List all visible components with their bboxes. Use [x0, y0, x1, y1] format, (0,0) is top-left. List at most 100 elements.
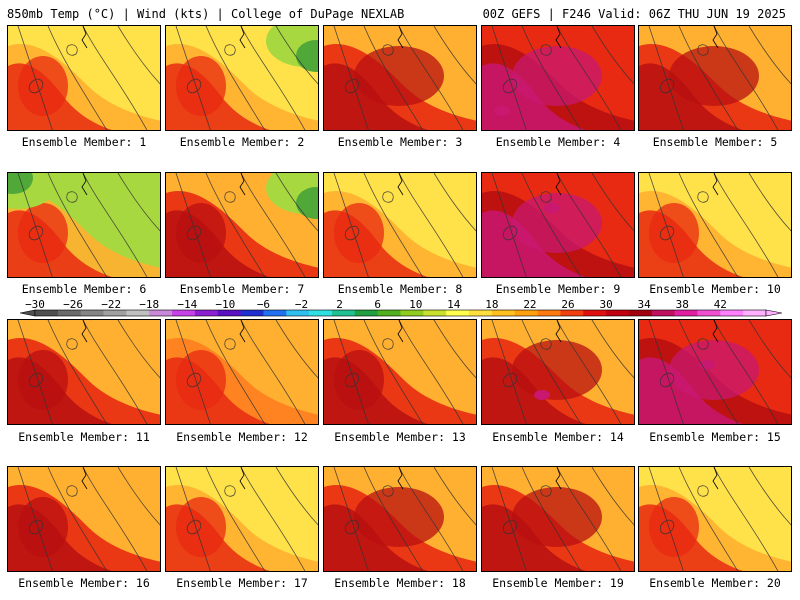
colorbar-segment: [172, 310, 196, 316]
colorbar-segment: [57, 310, 81, 316]
colorbar-segment: [400, 310, 424, 316]
ensemble-member-map: [7, 319, 161, 425]
panel-label: Ensemble Member: 7: [179, 282, 305, 296]
ensemble-member-map: [165, 466, 319, 572]
panel-label: Ensemble Member: 14: [492, 430, 624, 444]
ensemble-member-map: [323, 466, 477, 572]
colorbar-tick-label: 18: [485, 298, 499, 311]
panel-label: Ensemble Member: 4: [495, 135, 621, 149]
colorbar-segment: [263, 310, 287, 316]
temperature-field: [166, 467, 318, 571]
colorbar-tick-label: −14: [177, 298, 198, 311]
colorbar-segment: [194, 310, 219, 316]
product-title: 850mb Temp (°C) | Wind (kts) | College o…: [7, 7, 405, 21]
colorbar-tick-label: 6: [374, 298, 381, 311]
temperature-field: [324, 26, 476, 130]
temperature-field: [8, 467, 160, 571]
temperature-field: [8, 320, 160, 424]
ensemble-member-map: [323, 25, 477, 131]
colorbar-tick-label: 26: [561, 298, 575, 311]
colorbar-segment: [743, 310, 767, 316]
colorbar-tick-label: −10: [215, 298, 236, 311]
panel-label: Ensemble Member: 9: [495, 282, 621, 296]
panel-label: Ensemble Member: 18: [334, 576, 466, 590]
temperature-field: [482, 467, 634, 571]
colorbar-tick-label: 42: [713, 298, 727, 311]
colorbar-segment: [697, 310, 721, 316]
colorbar-tick-label: −22: [101, 298, 122, 311]
colorbar-segment: [560, 310, 584, 316]
valid-time: 00Z GEFS | F246 Valid: 06Z THU JUN 19 20…: [482, 7, 786, 21]
ensemble-member-map: [481, 172, 635, 278]
panel-label: Ensemble Member: 15: [649, 430, 781, 444]
colorbar-segment: [331, 310, 356, 316]
ensemble-member-map: [7, 25, 161, 131]
temperature-field: [324, 320, 476, 424]
colorbar-tick-label: −6: [256, 298, 271, 311]
colorbar-segment: [354, 310, 378, 316]
colorbar-tick-label: −30: [25, 298, 45, 311]
panel-label: Ensemble Member: 11: [18, 430, 150, 444]
panel-label: Ensemble Member: 17: [176, 576, 308, 590]
colorbar-tick-label: 10: [409, 298, 423, 311]
ensemble-member-map: [165, 25, 319, 131]
ensemble-member-map: [481, 466, 635, 572]
panel-label: Ensemble Member: 5: [652, 135, 778, 149]
temperature-field: [482, 26, 634, 130]
temperature-field: [166, 173, 318, 277]
temperature-field: [639, 26, 791, 130]
colorbar-tick-label: −18: [139, 298, 160, 311]
ensemble-member-map: [165, 172, 319, 278]
panel-label: Ensemble Member: 10: [649, 282, 781, 296]
colorbar-segment: [423, 310, 447, 316]
temperature-field: [639, 320, 791, 424]
colorbar-tick-label: 38: [675, 298, 689, 311]
panel-label: Ensemble Member: 6: [21, 282, 147, 296]
ensemble-member-map: [165, 319, 319, 425]
colorbar-tick-label: −2: [294, 298, 309, 311]
ensemble-member-map: [7, 172, 161, 278]
colorbar-arrow-right: [765, 309, 783, 317]
colorbar-segment: [469, 310, 493, 316]
temperature-field: [166, 26, 318, 130]
header: 850mb Temp (°C) | Wind (kts) | College o…: [0, 0, 800, 22]
panel-label: Ensemble Member: 20: [649, 576, 781, 590]
ensemble-member-map: [638, 25, 792, 131]
panel-label: Ensemble Member: 1: [21, 135, 147, 149]
colorbar-tick-label: 14: [447, 298, 461, 311]
colorbar-segment: [674, 310, 698, 316]
colorbar-segment: [651, 310, 675, 316]
temperature-colorbar: [19, 309, 783, 317]
colorbar-tick-label: −26: [63, 298, 83, 311]
panel-label: Ensemble Member: 13: [334, 430, 466, 444]
panel-label: Ensemble Member: 2: [179, 135, 305, 149]
colorbar-segment: [286, 310, 310, 316]
colorbar-segment: [309, 310, 333, 316]
temperature-field: [639, 467, 791, 571]
ensemble-member-map: [638, 319, 792, 425]
colorbar-tick-label: 34: [637, 298, 651, 311]
colorbar-segment: [491, 310, 516, 316]
temperature-field: [324, 467, 476, 571]
colorbar-segment: [583, 310, 607, 316]
panel-label: Ensemble Member: 16: [18, 576, 150, 590]
colorbar-segment: [35, 310, 59, 316]
colorbar-tick-label: 22: [523, 298, 537, 311]
colorbar-segment: [217, 310, 241, 316]
colorbar-segment: [606, 310, 630, 316]
temperature-field: [482, 320, 634, 424]
colorbar-segment: [720, 310, 744, 316]
colorbar-segment: [126, 310, 150, 316]
temperature-field: [639, 173, 791, 277]
panel-label: Ensemble Member: 12: [176, 430, 308, 444]
ensemble-member-map: [638, 466, 792, 572]
ensemble-member-map: [481, 319, 635, 425]
colorbar-tick-label: 30: [599, 298, 613, 311]
ensemble-member-map: [481, 25, 635, 131]
colorbar-segment: [377, 310, 401, 316]
temperature-field: [166, 320, 318, 424]
ensemble-member-map: [323, 319, 477, 425]
panel-label: Ensemble Member: 19: [492, 576, 624, 590]
temperature-field: [8, 173, 160, 277]
temperature-field: [8, 26, 160, 130]
